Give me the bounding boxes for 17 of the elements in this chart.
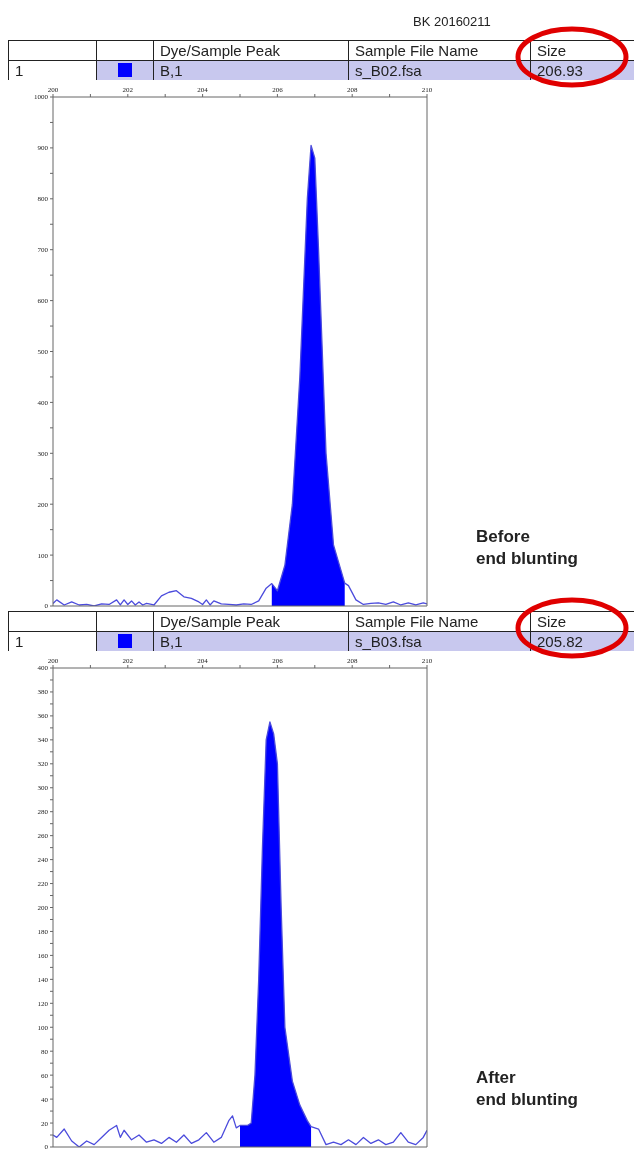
text: 1 (8, 61, 96, 80)
text: 206.93 (530, 61, 634, 80)
text: s_B02.fsa (348, 61, 530, 80)
text: 1 (8, 632, 96, 651)
text: Sample File Name (348, 41, 530, 60)
text: s_B03.fsa (348, 632, 530, 651)
text: Before end blunting (476, 526, 578, 570)
text: B,1 (153, 61, 348, 80)
text: 205.82 (530, 632, 634, 651)
text: Size (530, 612, 634, 631)
text: B,1 (153, 632, 348, 651)
text: After end blunting (476, 1067, 578, 1111)
text: Dye/Sample Peak (153, 612, 348, 631)
text: Size (530, 41, 634, 60)
chart-subtitle: BK 20160211 (412, 13, 492, 31)
text: Sample File Name (348, 612, 530, 631)
text: Dye/Sample Peak (153, 41, 348, 60)
